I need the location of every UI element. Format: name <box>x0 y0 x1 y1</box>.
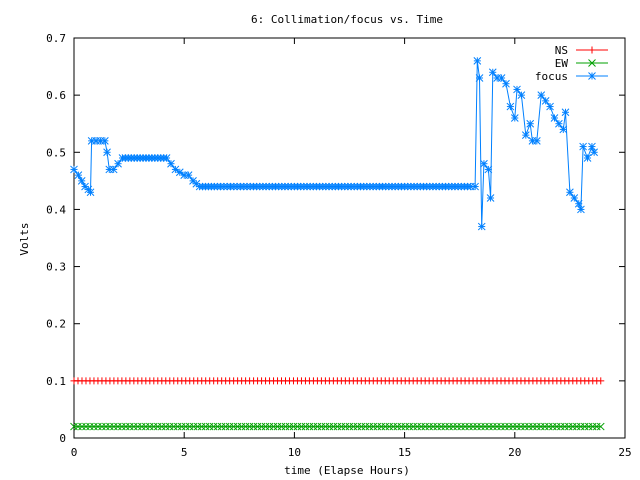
focus-point <box>101 137 109 145</box>
focus-point <box>510 114 519 122</box>
focus-point <box>477 222 486 231</box>
focus-point <box>184 171 193 179</box>
focus-point <box>70 165 78 174</box>
y-tick-label: 0.4 <box>46 203 66 216</box>
focus-point <box>497 74 506 82</box>
legend-marker-EW <box>588 59 596 67</box>
legend-swatch-EW <box>576 59 608 67</box>
series-NS <box>70 377 605 385</box>
legend-marker-focus <box>588 72 596 80</box>
EW-point <box>596 422 605 431</box>
x-tick-label: 10 <box>288 446 301 459</box>
focus-point <box>521 131 530 139</box>
x-tick-label: 5 <box>181 446 188 459</box>
plot-area <box>70 57 605 431</box>
legend-label-EW: EW <box>555 57 569 70</box>
focus-point <box>471 182 479 191</box>
focus-point <box>86 188 95 197</box>
legend-label-focus: focus <box>535 70 568 83</box>
focus-point <box>109 165 118 174</box>
series-EW <box>70 422 605 431</box>
chart-title: 6: Collimation/focus vs. Time <box>251 13 443 26</box>
x-tick-label: 15 <box>398 446 411 459</box>
focus-point <box>175 168 184 177</box>
focus-point <box>486 194 495 202</box>
x-axis-label: time (Elapse Hours) <box>284 464 410 477</box>
y-tick-label: 0.2 <box>46 318 66 331</box>
focus-point <box>480 159 488 168</box>
focus-point <box>559 125 568 134</box>
focus-point <box>532 137 541 145</box>
focus-point <box>566 188 574 197</box>
y-axis-label: Volts <box>18 222 31 255</box>
focus-point <box>579 142 587 151</box>
legend-marker-NS <box>588 46 596 54</box>
focus-point <box>561 108 570 117</box>
legend-swatch-NS <box>576 46 608 54</box>
focus-point <box>473 57 482 65</box>
focus-point <box>583 154 592 162</box>
focus-point <box>475 74 484 82</box>
x-tick-label: 0 <box>71 446 78 459</box>
focus-point <box>167 159 175 168</box>
y-tick-label: 0.5 <box>46 146 66 159</box>
focus-point <box>590 148 598 157</box>
axes: 0 5 10 15 20 25 0 0.1 0.2 0.3 0.4 0.5 0.6 0.7 <box>46 32 632 459</box>
focus-point <box>484 165 493 174</box>
focus-point <box>577 205 585 214</box>
focus-point <box>526 119 535 128</box>
y-tick-label: 0.7 <box>46 32 66 45</box>
legend-swatch-focus <box>576 72 608 80</box>
focus-point <box>114 159 122 168</box>
focus-point <box>546 102 554 111</box>
y-tick-label: 0.6 <box>46 89 66 102</box>
y-tick-label: 0 <box>59 432 66 445</box>
focus-point <box>171 165 180 174</box>
focus-line <box>73 60 595 227</box>
focus-point <box>502 79 510 88</box>
NS-point <box>597 377 605 385</box>
plot-border <box>73 37 626 439</box>
series-focus <box>70 57 598 231</box>
focus-point <box>541 97 550 105</box>
focus-point <box>103 148 111 157</box>
focus-point <box>162 154 171 162</box>
x-tick-label: 25 <box>618 446 631 459</box>
focus-point <box>570 194 579 202</box>
y-tick-label: 0.1 <box>46 375 66 388</box>
legend-label-NS: NS <box>555 44 568 57</box>
focus-point <box>488 68 497 77</box>
focus-point <box>506 102 515 111</box>
y-tick-label: 0.3 <box>46 261 66 274</box>
focus-point <box>517 91 526 99</box>
focus-point <box>537 91 546 99</box>
focus-point <box>513 85 521 94</box>
focus-point <box>555 119 563 128</box>
focus-point <box>550 114 559 122</box>
x-tick-label: 20 <box>508 446 521 459</box>
